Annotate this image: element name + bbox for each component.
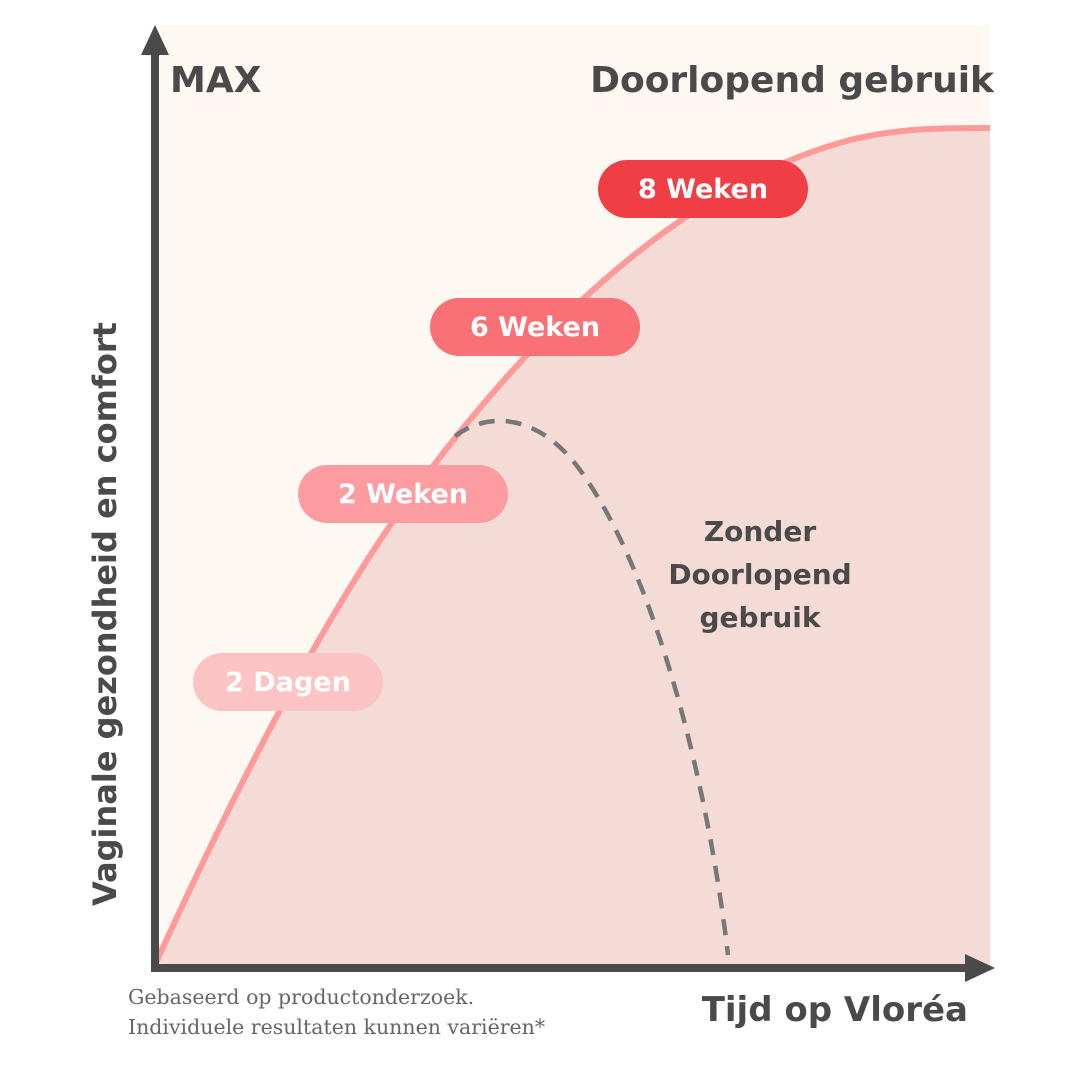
x-axis-arrow-icon bbox=[965, 954, 995, 982]
milestone-2-weken: 2 Weken bbox=[298, 465, 508, 523]
milestone-2-dagen: 2 Dagen bbox=[193, 653, 383, 711]
milestone-8-weken: 8 Weken bbox=[598, 160, 808, 218]
series-label-continuous: Doorlopend gebruik bbox=[590, 60, 994, 101]
footnote-line-1: Gebaseerd op productonderzoek. bbox=[128, 985, 475, 1009]
milestone-6-weken: 6 Weken bbox=[430, 298, 640, 356]
y-max-label: MAX bbox=[170, 60, 262, 101]
series-label-without: Zonder Doorlopend gebruik bbox=[668, 515, 852, 634]
y-axis-arrow-icon bbox=[141, 25, 169, 55]
x-axis-label: Tijd op Vloréa bbox=[701, 990, 968, 1030]
y-axis-label: Vaginale gezondheid en comfort bbox=[86, 322, 124, 906]
footnote-line-2: Individuele resultaten kunnen variëren* bbox=[128, 1015, 546, 1039]
without-continuous-use-curve bbox=[453, 418, 731, 956]
footnote: Gebaseerd op productonderzoek. Individue… bbox=[128, 982, 545, 1042]
continuous-use-area bbox=[155, 128, 990, 968]
